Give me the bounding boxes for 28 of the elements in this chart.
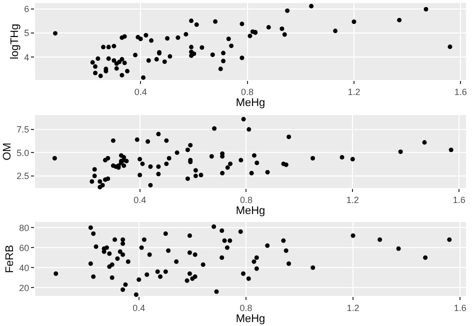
y-tick-label: 60 bbox=[19, 242, 30, 253]
y-tick-label: 80 bbox=[19, 222, 30, 233]
x-tick-label: 1.2 bbox=[346, 302, 360, 313]
x-tick-label: 0.4 bbox=[134, 194, 146, 205]
y-tick-label: 40 bbox=[19, 262, 30, 273]
y-tick-label: 5 bbox=[24, 28, 30, 38]
y-axis-title: OM bbox=[1, 142, 14, 160]
y-tick-label: 2.5 bbox=[16, 171, 30, 182]
x-tick-label: 1.2 bbox=[346, 194, 359, 205]
x-axis-title: MeHg bbox=[236, 313, 266, 325]
x-tick-label: 0.8 bbox=[241, 86, 254, 97]
x-axis-title: MeHg bbox=[236, 205, 266, 217]
y-axis-title: FeRB bbox=[4, 244, 16, 274]
x-tick-label: 0.8 bbox=[240, 194, 252, 205]
y-tick-label: 20 bbox=[19, 282, 30, 293]
x-tick-label: 1.6 bbox=[454, 86, 467, 97]
x-tick-label: 0.8 bbox=[240, 302, 252, 313]
x-tick-label: 0.4 bbox=[132, 302, 146, 313]
y-axis-title: logTHg bbox=[8, 24, 21, 60]
x-tick-label: 1.2 bbox=[348, 86, 360, 97]
y-tick-label: 6 bbox=[24, 4, 30, 14]
y-tick-label: 4 bbox=[24, 52, 30, 62]
x-tick-label: 0.4 bbox=[134, 86, 147, 97]
x-tick-label: 1.6 bbox=[454, 302, 466, 313]
y-tick-label: 5.0 bbox=[16, 148, 30, 158]
y-tick-label: 7.5 bbox=[16, 124, 30, 135]
x-tick-label: 1.6 bbox=[452, 194, 466, 205]
x-axis-title: MeHg bbox=[236, 97, 266, 109]
